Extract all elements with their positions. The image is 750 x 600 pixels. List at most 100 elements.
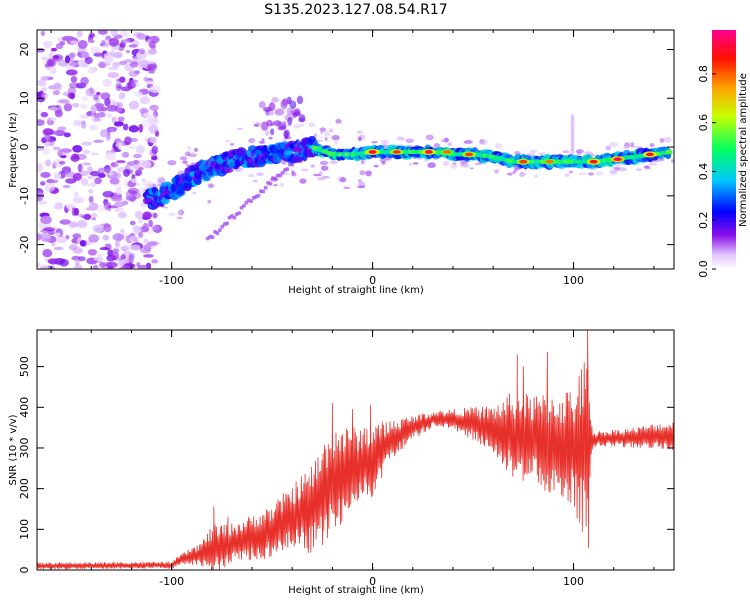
noise-speckle — [84, 56, 93, 65]
noise-speckle — [54, 129, 66, 137]
noise-speckle — [46, 179, 59, 184]
noise-speckle — [81, 141, 93, 146]
faint-speckle — [248, 173, 255, 178]
noise-speckle — [102, 234, 110, 241]
noise-speckle — [37, 163, 44, 172]
noise-speckle — [108, 171, 114, 176]
noise-speckle — [134, 210, 144, 219]
noise-speckle — [107, 71, 120, 79]
noise-speckle — [120, 254, 126, 260]
noise-speckle — [52, 55, 60, 60]
faint-speckle — [310, 164, 315, 168]
noise-speckle — [89, 170, 101, 177]
faint-speckle — [182, 160, 188, 165]
noise-speckle — [129, 235, 140, 244]
snr-y-tick-label: 0 — [18, 567, 31, 574]
noise-speckle — [45, 159, 52, 167]
snr-x-tick-label: -100 — [159, 575, 184, 588]
faint-speckle — [643, 165, 650, 169]
faint-speckle — [357, 136, 362, 142]
faint-speckle — [282, 139, 288, 143]
noise-speckle — [40, 111, 49, 118]
faint-speckle — [261, 138, 265, 142]
faint-speckle — [299, 178, 307, 184]
noise-speckle — [148, 124, 159, 134]
streak-blob — [241, 203, 246, 208]
noise-speckle — [121, 151, 130, 158]
spectrogram-frame — [36, 29, 675, 270]
upper-blob — [261, 121, 269, 131]
faint-speckle — [357, 179, 362, 183]
faint-speckle — [613, 162, 623, 168]
snr-x-axis-label: Height of straight line (km) — [288, 585, 424, 596]
upper-blob — [271, 97, 279, 103]
faint-speckle — [635, 168, 643, 172]
noise-speckle — [52, 90, 60, 96]
faint-speckle — [313, 133, 318, 138]
noise-speckle — [119, 228, 125, 234]
faint-speckle — [461, 160, 468, 165]
faint-speckle — [329, 128, 334, 133]
noise-speckle — [145, 80, 155, 85]
snr-x-tick-label: 100 — [563, 575, 584, 588]
noise-speckle — [129, 220, 136, 226]
upper-blob — [266, 110, 275, 116]
faint-speckle — [373, 164, 379, 168]
noise-speckle — [55, 43, 64, 50]
noise-speckle — [70, 154, 80, 162]
noise-speckle — [119, 30, 130, 38]
noise-speckle — [133, 153, 142, 159]
faint-speckle — [365, 170, 372, 177]
upper-blob — [278, 125, 286, 131]
upper-blob — [263, 106, 272, 112]
faint-speckle — [612, 166, 621, 170]
ridge-blob — [176, 190, 185, 195]
colorbar-tick-label: 0.8 — [697, 65, 710, 83]
faint-speckle — [568, 170, 574, 174]
snr-y-tick-label: 300 — [18, 437, 31, 458]
noise-speckle — [87, 189, 94, 194]
noise-speckle — [125, 49, 131, 54]
noise-speckle — [115, 141, 124, 148]
faint-speckle — [324, 137, 328, 141]
snr-series-line — [37, 330, 674, 570]
noise-speckle — [72, 103, 80, 108]
upper-blob — [281, 98, 289, 107]
noise-speckle — [138, 48, 146, 55]
noise-speckle — [151, 145, 159, 155]
noise-speckle — [99, 262, 107, 268]
noise-speckle — [77, 40, 88, 49]
faint-speckle — [578, 172, 587, 176]
noise-speckle — [41, 148, 51, 155]
noise-speckle — [81, 51, 90, 59]
noise-speckle — [40, 181, 46, 186]
noise-speckle — [111, 116, 117, 124]
streak-blob — [220, 224, 225, 229]
noise-speckle — [112, 255, 118, 261]
faint-speckle — [301, 168, 309, 172]
noise-speckle — [97, 167, 106, 175]
noise-speckle — [142, 222, 149, 232]
noise-speckle — [127, 187, 140, 194]
faint-speckle — [335, 118, 342, 124]
noise-speckle — [37, 262, 41, 268]
noise-speckle — [138, 167, 144, 171]
noise-speckle — [141, 178, 146, 182]
faint-speckle — [443, 160, 450, 166]
faint-speckle — [630, 142, 635, 148]
faint-speckle — [258, 140, 265, 144]
noise-speckle — [111, 197, 123, 202]
faint-speckle — [236, 127, 243, 131]
noise-speckle — [78, 213, 85, 218]
noise-speckle — [77, 220, 88, 229]
noise-speckle — [136, 160, 149, 168]
faint-speckle — [176, 216, 183, 220]
upper-blob — [286, 107, 293, 116]
noise-speckle — [114, 239, 120, 248]
faint-speckle — [308, 122, 316, 128]
noise-speckle — [88, 202, 99, 211]
faint-speckle — [252, 179, 258, 183]
spur-blob — [570, 123, 575, 130]
noise-speckle — [64, 55, 71, 64]
